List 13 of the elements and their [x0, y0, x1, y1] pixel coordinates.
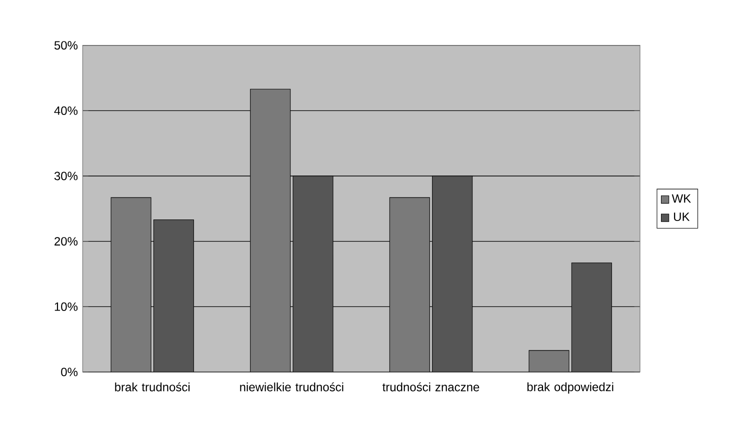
y-tick-label: 50%: [54, 40, 78, 50]
y-tick-label: 30%: [54, 172, 78, 180]
y-tick-label: 0%: [61, 368, 78, 376]
legend-label: UK: [674, 212, 690, 221]
x-tick-label: trudności znaczne: [382, 382, 480, 392]
bar: [528, 350, 570, 372]
x-tick-label: niewielkie trudności: [240, 382, 344, 392]
y-tick-label: 20%: [54, 236, 78, 246]
y-tick-label: 10%: [54, 302, 78, 311]
x-tick-label: brak odpowiedzi: [527, 382, 614, 394]
legend-label: WK: [672, 194, 691, 202]
x-tick-label: brak trudności: [115, 382, 190, 392]
y-tick-label: 40%: [54, 106, 78, 115]
